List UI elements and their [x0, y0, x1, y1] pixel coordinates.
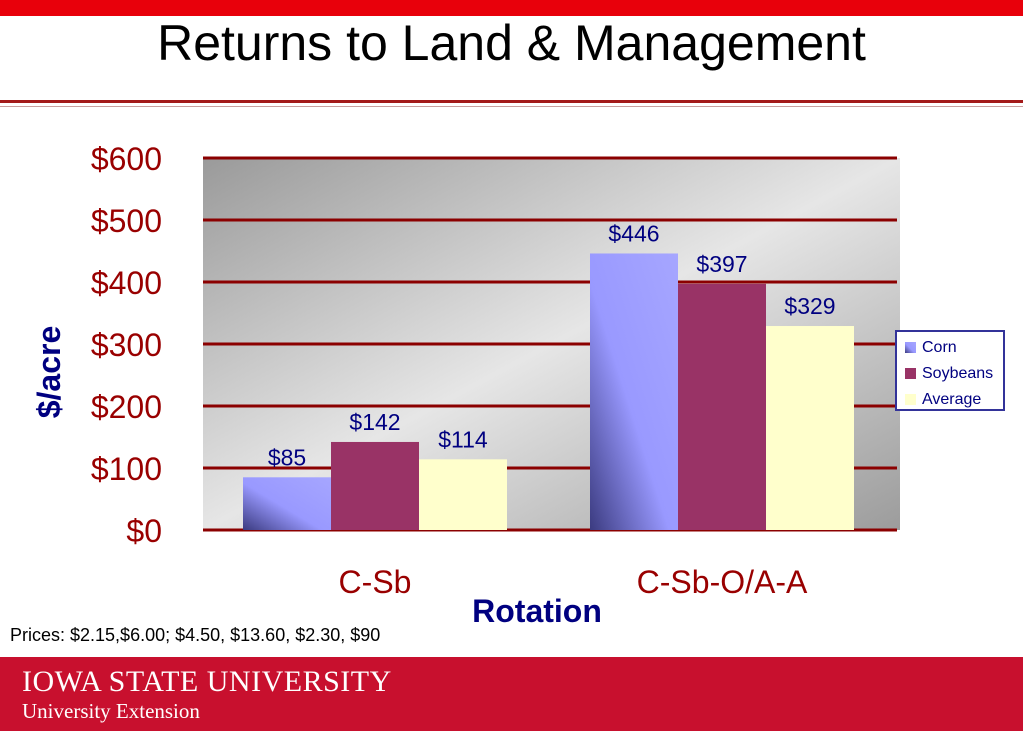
footer-bar: IOWA STATE UNIVERSITY University Extensi… [0, 657, 1023, 731]
y-tick-label: $400 [91, 265, 162, 301]
bar-average-1 [766, 326, 854, 530]
bars [243, 253, 854, 531]
title-divider-thin [0, 106, 1023, 107]
x-tick-labels: C-Sb C-Sb-O/A-A [339, 564, 808, 600]
x-tick-label: C-Sb-O/A-A [637, 564, 808, 600]
legend-swatch-corn [905, 342, 916, 353]
bar-corn-0 [243, 477, 331, 530]
x-axis-title: Rotation [472, 593, 602, 625]
data-label: $446 [608, 220, 659, 246]
y-tick-label: $300 [91, 327, 162, 363]
bar-corn-1 [590, 253, 678, 531]
bar-average-0 [419, 459, 507, 530]
page-title: Returns to Land & Management [157, 15, 866, 71]
legend-swatch-soybeans [905, 368, 916, 379]
extension-name: University Extension [22, 699, 200, 723]
price-footnote: Prices: $2.15,$6.00; $4.50, $13.60, $2.3… [10, 625, 381, 645]
bar-soybeans-1 [678, 283, 766, 530]
legend-label-average: Average [922, 391, 981, 408]
y-tick-label: $200 [91, 389, 162, 425]
legend-label-corn: Corn [922, 339, 957, 356]
data-labels: $85 $142 $114 $446 $397 $329 [268, 220, 836, 470]
legend-label-soybeans: Soybeans [922, 365, 993, 382]
y-tick-label: $0 [126, 513, 162, 549]
returns-bar-chart: $85 $142 $114 $446 $397 $329 $0 $100 $200 $300 $4… [31, 141, 1005, 625]
legend-swatch-average [905, 394, 916, 405]
y-tick-labels: $0 $100 $200 $300 $400 $500 $600 [91, 141, 162, 549]
y-tick-label: $500 [91, 203, 162, 239]
top-accent-bar [0, 0, 1023, 16]
data-label: $114 [438, 426, 488, 452]
y-axis-title: $/acre [31, 326, 67, 419]
y-tick-label: $600 [91, 141, 162, 177]
title-divider [0, 100, 1023, 103]
data-label: $142 [349, 409, 400, 435]
bar-soybeans-0 [331, 441, 419, 530]
data-label: $329 [784, 293, 835, 319]
y-tick-label: $100 [91, 451, 162, 487]
institution-wordmark: IOWA STATE UNIVERSITY [22, 665, 392, 698]
x-tick-label: C-Sb [339, 564, 412, 600]
legend: Corn Soybeans Average [895, 330, 1005, 411]
data-label: $397 [696, 251, 747, 277]
data-label: $85 [268, 444, 306, 470]
